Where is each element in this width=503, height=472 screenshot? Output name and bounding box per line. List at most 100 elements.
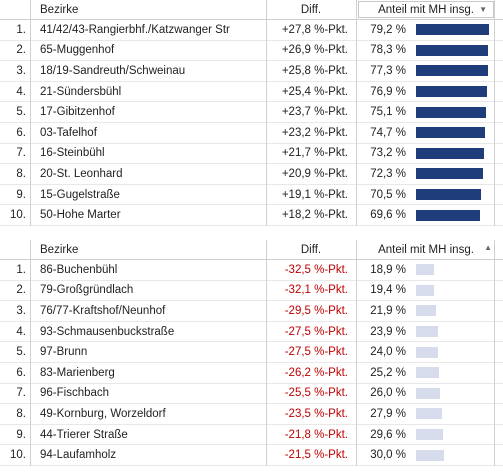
table-row[interactable]: 5. 17-Gibitzenhof +23,7 %-Pkt. 75,1 % (0, 102, 503, 123)
district-name: 94-Laufamholz (40, 449, 117, 462)
table-row[interactable]: 6. 83-Marienberg -26,2 %-Pkt. 25,2 % (0, 363, 503, 384)
district-name: 18/19-Sandreuth/Schweinau (40, 64, 186, 77)
bottom-table-header: Bezirke Diff. Anteil mit MH insg. ▲ (0, 240, 503, 260)
diff-value: -32,1 %-Pkt. (284, 284, 348, 297)
row-rank: 1. (16, 23, 26, 36)
share-cell: 76,9 % (358, 82, 494, 102)
share-cell: 24,0 % (358, 342, 494, 362)
share-bar (416, 264, 434, 276)
table-row[interactable]: 3. 18/19-Sandreuth/Schweinau +25,8 %-Pkt. 7… (0, 61, 503, 82)
table-row[interactable]: 6. 03-Tafelhof +23,2 %-Pkt. 74,7 % (0, 123, 503, 144)
share-cell: 30,0 % (358, 445, 494, 465)
district-name: 86-Buchenbühl (40, 263, 118, 276)
diff-value: +20,9 %-Pkt. (281, 167, 348, 180)
diff-value: -32,5 %-Pkt. (284, 263, 348, 276)
share-value: 30,0 % (370, 449, 406, 462)
table-row[interactable]: 3. 76/77-Kraftshof/Neunhof -29,5 %-Pkt. 21,… (0, 301, 503, 322)
row-rank: 5. (16, 346, 26, 359)
share-bar (416, 44, 489, 56)
row-rank: 6. (16, 126, 26, 139)
column-divider (494, 0, 495, 226)
sort-ascending-icon[interactable]: ▲ (484, 243, 492, 252)
district-column-header[interactable]: Bezirke (40, 243, 79, 256)
share-bar (416, 106, 486, 118)
row-rank: 10. (10, 449, 26, 462)
bottom-districts-table: Bezirke Diff. Anteil mit MH insg. ▲ 1. 86… (0, 240, 503, 466)
diff-value: +25,4 %-Pkt. (281, 85, 348, 98)
share-column-label: Anteil mit MH insg. (378, 3, 474, 16)
table-row[interactable]: 9. 44-Trierer Straße -21,8 %-Pkt. 29,6 % (0, 425, 503, 446)
district-name: 79-Großgründlach (40, 284, 134, 297)
share-cell: 70,5 % (358, 185, 494, 205)
district-name: 49-Kornburg, Worzeldorf (40, 407, 166, 420)
district-name: 65-Muggenhof (40, 44, 115, 57)
share-cell: 25,2 % (358, 363, 494, 383)
column-divider (266, 0, 267, 226)
share-value: 69,6 % (370, 209, 406, 222)
table-row[interactable]: 7. 96-Fischbach -25,5 %-Pkt. 26,0 % (0, 384, 503, 405)
diff-value: +25,8 %-Pkt. (281, 64, 348, 77)
district-name: 41/42/43-Rangierbhf./Katzwanger Str (40, 23, 230, 36)
table-row[interactable]: 10. 50-Hohe Marter +18,2 %-Pkt. 69,6 % (0, 205, 503, 226)
district-name: 96-Fischbach (40, 387, 110, 400)
table-row[interactable]: 4. 93-Schmausenbuckstraße -27,5 %-Pkt. 23,9… (0, 322, 503, 343)
share-bar (416, 189, 482, 201)
share-value: 18,9 % (370, 263, 406, 276)
district-column-header[interactable]: Bezirke (40, 3, 79, 16)
diff-value: -21,5 %-Pkt. (284, 449, 348, 462)
table-row[interactable]: 7. 16-Steinbühl +21,7 %-Pkt. 73,2 % (0, 144, 503, 165)
share-value: 19,4 % (370, 284, 406, 297)
share-column-header[interactable]: Anteil mit MH insg. ▲ (358, 240, 494, 259)
column-divider (494, 240, 495, 466)
table-row[interactable]: 8. 49-Kornburg, Worzeldorf -23,5 %-Pkt. 27,… (0, 404, 503, 425)
diff-value: +26,9 %-Pkt. (281, 44, 348, 57)
share-value: 76,9 % (370, 85, 406, 98)
table-row[interactable]: 1. 41/42/43-Rangierbhf./Katzwanger Str +27… (0, 20, 503, 41)
diff-value: -25,5 %-Pkt. (284, 387, 348, 400)
district-name: 76/77-Kraftshof/Neunhof (40, 304, 166, 317)
row-rank: 9. (16, 428, 26, 441)
diff-value: +19,1 %-Pkt. (281, 188, 348, 201)
sort-descending-icon[interactable]: ▼ (479, 5, 487, 14)
table-row[interactable]: 10. 94-Laufamholz -21,5 %-Pkt. 30,0 % (0, 445, 503, 466)
row-rank: 1. (16, 263, 26, 276)
row-rank: 3. (16, 64, 26, 77)
table-row[interactable]: 8. 20-St. Leonhard +20,9 %-Pkt. 72,3 % (0, 164, 503, 185)
share-bar (416, 147, 484, 159)
diff-value: +18,2 %-Pkt. (281, 209, 348, 222)
top-table-body: 1. 41/42/43-Rangierbhf./Katzwanger Str +27… (0, 20, 503, 226)
share-bar (416, 387, 441, 399)
diff-value: -26,2 %-Pkt. (284, 366, 348, 379)
column-divider (30, 0, 31, 226)
row-rank: 5. (16, 106, 26, 119)
column-divider (356, 0, 357, 226)
diff-value: +27,8 %-Pkt. (281, 23, 348, 36)
share-bar (416, 24, 490, 36)
diff-column-header[interactable]: Diff. (300, 3, 322, 16)
share-bar (416, 284, 434, 296)
table-row[interactable]: 9. 15-Gugelstraße +19,1 %-Pkt. 70,5 % (0, 185, 503, 206)
row-rank: 3. (16, 304, 26, 317)
share-bar (416, 127, 486, 139)
district-name: 21-Sündersbühl (40, 85, 122, 98)
district-name: 83-Marienberg (40, 366, 115, 379)
share-cell: 29,6 % (358, 425, 494, 445)
share-value: 25,2 % (370, 366, 406, 379)
share-bar (416, 209, 481, 221)
share-column-header[interactable]: Anteil mit MH insg. ▼ (358, 0, 494, 19)
table-row[interactable]: 2. 79-Großgründlach -32,1 %-Pkt. 19,4 % (0, 281, 503, 302)
diff-column-header[interactable]: Diff. (300, 243, 322, 256)
district-name: 20-St. Leonhard (40, 167, 123, 180)
share-bar (416, 346, 439, 358)
diff-value: +23,7 %-Pkt. (281, 106, 348, 119)
row-rank: 4. (16, 85, 26, 98)
diff-value: -27,5 %-Pkt. (284, 346, 348, 359)
row-rank: 10. (10, 209, 26, 222)
diff-value: +21,7 %-Pkt. (281, 147, 348, 160)
table-row[interactable]: 5. 97-Brunn -27,5 %-Pkt. 24,0 % (0, 342, 503, 363)
table-row[interactable]: 1. 86-Buchenbühl -32,5 %-Pkt. 18,9 % (0, 260, 503, 281)
table-row[interactable]: 2. 65-Muggenhof +26,9 %-Pkt. 78,3 % (0, 41, 503, 62)
row-rank: 4. (16, 325, 26, 338)
share-value: 21,9 % (370, 304, 406, 317)
table-row[interactable]: 4. 21-Sündersbühl +25,4 %-Pkt. 76,9 % (0, 82, 503, 103)
